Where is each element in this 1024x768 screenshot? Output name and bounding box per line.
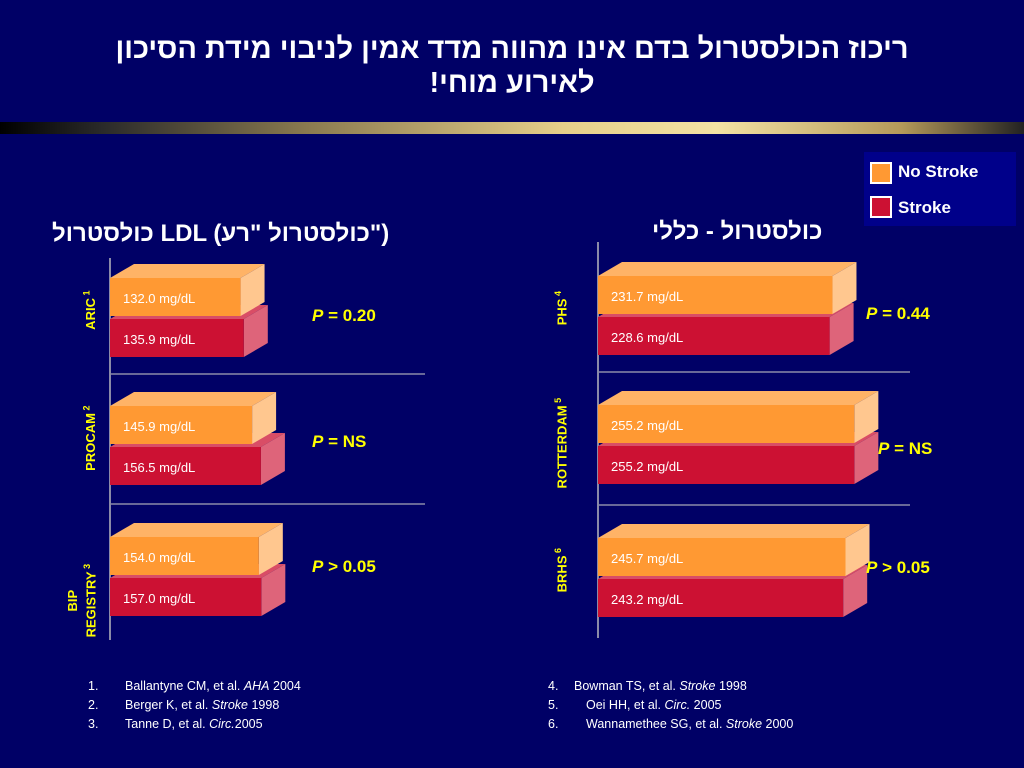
bar-no-stroke bbox=[598, 276, 833, 314]
p-value-label: P = 0.44 bbox=[866, 304, 930, 323]
bar-no-stroke bbox=[110, 278, 241, 316]
bar-side-no-stroke bbox=[258, 523, 283, 575]
study-label: BRHS 6 bbox=[553, 547, 570, 593]
bar-side-stroke bbox=[854, 432, 879, 484]
bar-value-label-stroke: 135.9 mg/dL bbox=[123, 332, 195, 347]
slide-title: ריכוז הכולסטרול בדם אינו מהווה מדד אמין … bbox=[40, 32, 984, 100]
study-label: BIP REGISTRY 3 bbox=[65, 563, 98, 637]
gold-divider-bar bbox=[0, 122, 1024, 134]
bar-top-no-stroke bbox=[110, 264, 265, 278]
bar-no-stroke bbox=[110, 537, 259, 575]
legend-label-no-stroke: No Stroke bbox=[898, 162, 979, 181]
bar-top-no-stroke bbox=[110, 392, 277, 406]
p-value-label: P > 0.05 bbox=[866, 558, 930, 577]
slide-title-line1: ריכוז הכולסטרול בדם אינו מהווה מדד אמין … bbox=[115, 33, 909, 65]
chart-legend: No Stroke Stroke bbox=[864, 152, 1016, 226]
bar-stroke bbox=[110, 447, 261, 485]
bar-side-stroke bbox=[261, 564, 286, 616]
reference-item: 3. Tanne D, et al. Circ.2005 bbox=[88, 717, 263, 731]
bar-stroke bbox=[598, 579, 844, 617]
bar-value-label-no-stroke: 154.0 mg/dL bbox=[123, 550, 195, 565]
bar-top-no-stroke bbox=[110, 523, 283, 537]
study-label: PROCAM 2 bbox=[80, 405, 98, 471]
bar-side-no-stroke bbox=[854, 391, 879, 443]
bar-value-label-no-stroke: 132.0 mg/dL bbox=[123, 291, 195, 306]
bar-value-label-no-stroke: 231.7 mg/dL bbox=[611, 289, 683, 304]
study-label-line: BIP bbox=[65, 589, 81, 612]
legend-swatch-no-stroke bbox=[870, 162, 892, 184]
study-label-line: REGISTRY 3 bbox=[82, 563, 99, 637]
bar-side-no-stroke bbox=[832, 262, 857, 314]
bar-side-stroke bbox=[829, 303, 854, 355]
legend-label-stroke: Stroke bbox=[898, 198, 951, 217]
legend-swatch-stroke bbox=[870, 196, 892, 218]
p-value-label: P = NS bbox=[878, 439, 933, 458]
study-label: ROTTERDAM 5 bbox=[552, 397, 569, 489]
p-value-label: P = 0.20 bbox=[312, 306, 376, 325]
bar-stroke bbox=[598, 317, 830, 355]
total-chart-title: כולסטרול - כללי bbox=[652, 218, 823, 245]
bar-no-stroke bbox=[110, 406, 253, 444]
bar-top-no-stroke bbox=[598, 262, 857, 276]
study-label: ARIC 1 bbox=[80, 290, 98, 330]
bar-side-no-stroke bbox=[845, 524, 870, 576]
reference-item: 4. Bowman TS, et al. Stroke 1998 bbox=[548, 679, 747, 693]
bar-side-stroke bbox=[243, 305, 268, 357]
bar-no-stroke bbox=[598, 538, 846, 576]
ldl-chart-title: כולסטרול LDL (כולסטרול "רע") bbox=[52, 220, 390, 247]
bar-side-stroke bbox=[260, 433, 285, 485]
bar-value-label-stroke: 157.0 mg/dL bbox=[123, 591, 195, 606]
bar-value-label-no-stroke: 245.7 mg/dL bbox=[611, 551, 683, 566]
references-right: 4. Bowman TS, et al. Stroke 1998 5. Oei HH… bbox=[548, 677, 793, 734]
bar-top-no-stroke bbox=[598, 524, 870, 538]
bar-stroke bbox=[110, 578, 262, 616]
bar-value-label-no-stroke: 255.2 mg/dL bbox=[611, 418, 683, 433]
p-value-label: P > 0.05 bbox=[312, 557, 376, 576]
bar-no-stroke bbox=[598, 405, 855, 443]
reference-item: 2. Berger K, et al. Stroke 1998 bbox=[88, 698, 280, 712]
reference-item: 1. Ballantyne CM, et al. AHA 2004 bbox=[88, 679, 301, 693]
reference-item: 5. Oei HH, et al. Circ. 2005 bbox=[548, 698, 722, 712]
study-label: PHS 4 bbox=[552, 291, 570, 326]
bar-value-label-stroke: 255.2 mg/dL bbox=[611, 459, 683, 474]
bar-side-stroke bbox=[843, 565, 868, 617]
bar-stroke bbox=[598, 446, 855, 484]
references-left: 1. Ballantyne CM, et al. AHA 2004 2. Berge… bbox=[88, 677, 301, 734]
bar-side-no-stroke bbox=[252, 392, 277, 444]
slide-title-line2: לאירוע מוחי! bbox=[429, 67, 595, 99]
bar-top-no-stroke bbox=[598, 391, 879, 405]
bar-value-label-stroke: 156.5 mg/dL bbox=[123, 460, 195, 475]
bar-value-label-stroke: 243.2 mg/dL bbox=[611, 592, 683, 607]
bar-value-label-no-stroke: 145.9 mg/dL bbox=[123, 419, 195, 434]
bar-side-no-stroke bbox=[240, 264, 265, 316]
bar-value-label-stroke: 228.6 mg/dL bbox=[611, 330, 683, 345]
bar-stroke bbox=[110, 319, 244, 357]
p-value-label: P = NS bbox=[312, 432, 367, 451]
reference-item: 6. Wannamethee SG, et al. Stroke 2000 bbox=[548, 717, 794, 731]
